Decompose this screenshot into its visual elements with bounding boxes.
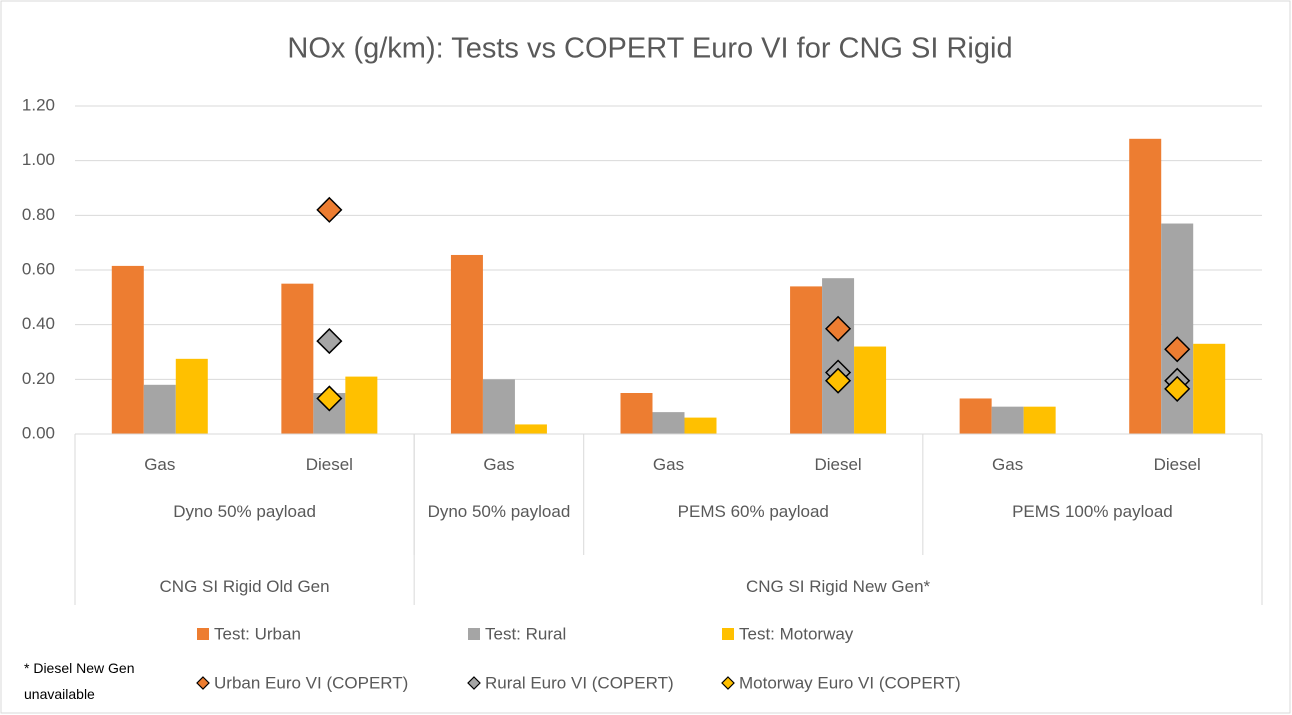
group-label: CNG SI Rigid New Gen* [745,577,931,596]
bar [790,286,823,434]
bar [822,278,855,434]
group-label: PEMS 100% payload [1012,502,1173,521]
footnote: * Diesel New Gen unavailable [24,660,135,702]
x-tick-label: Diesel [814,455,862,474]
bar [959,398,992,434]
legend-label: Test: Motorway [739,624,854,643]
bar [1023,406,1056,434]
chart-title: NOx (g/km): Tests vs COPERT Euro VI for … [287,33,1012,65]
y-tick-label: 0.80 [22,205,55,224]
legend-swatch [468,628,480,640]
legend-label: Test: Rural [485,624,566,643]
group-label: PEMS 60% payload [677,502,829,521]
marker [1164,336,1191,363]
bar [281,283,314,434]
bar [1193,343,1226,434]
bar [1129,138,1162,435]
legend-label: Motorway Euro VI (COPERT) [739,673,961,692]
y-tick-label: 0.60 [22,259,55,278]
legend-label: Rural Euro VI (COPERT) [485,673,674,692]
marker [825,315,852,342]
bar [345,376,378,434]
bar [482,379,515,434]
legend-swatch [722,628,734,640]
y-tick-label: 1.00 [22,150,55,169]
y-tick-label: 0.20 [22,369,55,388]
x-tick-label: Diesel [1153,455,1201,474]
legend-label: Test: Urban [214,624,301,643]
bar [111,265,144,434]
bar [1161,223,1194,434]
group-label: Dyno 50% payload [427,502,571,521]
bar [991,406,1024,434]
bar [450,254,483,434]
marker [825,367,852,394]
legend-swatch [467,676,481,690]
bar [175,358,208,434]
bar [652,412,685,434]
marker [316,196,343,223]
x-tick-label: Gas [652,455,685,474]
bar [620,393,653,434]
legend-swatch [197,628,209,640]
marker [316,385,343,412]
bar [684,417,717,434]
x-tick-label: Diesel [305,455,353,474]
group-label: CNG SI Rigid Old Gen [159,577,330,596]
bar [514,424,547,434]
bar [854,346,887,434]
legend-label: Urban Euro VI (COPERT) [214,673,408,692]
legend-swatch [721,676,735,690]
y-tick-label: 0.40 [22,314,55,333]
legend-swatch [196,676,210,690]
marker [316,328,343,355]
group-label: Dyno 50% payload [173,502,316,521]
x-tick-label: Gas [992,455,1024,474]
x-tick-label: Gas [144,455,176,474]
y-tick-label: 1.20 [22,95,55,114]
bar [143,384,176,434]
x-tick-label: Gas [483,455,515,474]
y-tick-label: 0.00 [22,423,55,442]
marker [1164,375,1191,402]
